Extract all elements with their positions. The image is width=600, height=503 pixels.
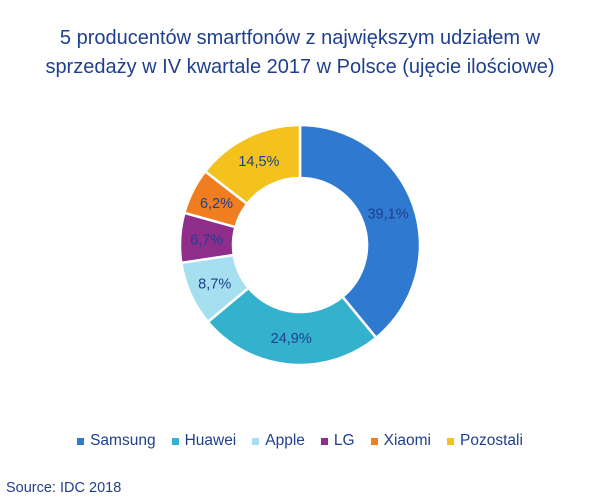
slice-label-apple: 8,7% xyxy=(198,276,231,292)
legend-swatch xyxy=(252,437,260,445)
chart-title-line-1: 5 producentów smartfonów z największym u… xyxy=(59,27,541,49)
legend-swatch xyxy=(171,437,179,445)
legend-swatch xyxy=(370,437,378,445)
slice-label-samsung: 39,1% xyxy=(367,206,408,222)
slice-samsung xyxy=(298,123,422,340)
legend-label: LG xyxy=(333,432,355,449)
source-note: Source: IDC 2018 xyxy=(6,480,122,496)
legend-item-xiaomi: Xiaomi xyxy=(370,432,431,450)
donut-chart: 39,1% 24,9% 8,7% 6,7% 6,2% 14,5% xyxy=(178,123,422,367)
legend-item-lg: LG xyxy=(320,432,355,450)
legend-swatch xyxy=(320,437,328,445)
slice-huawei xyxy=(206,286,378,367)
legend-label: Xiaomi xyxy=(383,432,431,449)
chart-title: 5 producentów smartfonów z największym u… xyxy=(0,24,600,82)
legend-swatch xyxy=(77,437,85,445)
slice-pozostali xyxy=(203,123,302,206)
chart-title-line-2: sprzedaży w IV kwartale 2017 w Polsce (u… xyxy=(45,56,555,78)
slice-label-xiaomi: 6,2% xyxy=(200,196,233,212)
legend: Samsung Huawei Apple LG Xiaomi Pozostali xyxy=(0,432,600,450)
legend-label: Pozostali xyxy=(460,432,523,449)
legend-swatch xyxy=(447,437,454,445)
legend-label: Apple xyxy=(265,432,305,449)
slice-label-pozostali: 14,5% xyxy=(238,154,279,170)
legend-label: Samsung xyxy=(90,432,156,449)
legend-item-huawei: Huawei xyxy=(171,432,237,450)
legend-label: Huawei xyxy=(184,432,237,449)
legend-item-samsung: Samsung xyxy=(77,432,156,450)
slice-label-huawei: 24,9% xyxy=(271,331,312,347)
legend-item-apple: Apple xyxy=(252,432,305,450)
slice-label-lg: 6,7% xyxy=(190,232,223,248)
legend-item-pozostali: Pozostali xyxy=(447,432,523,450)
